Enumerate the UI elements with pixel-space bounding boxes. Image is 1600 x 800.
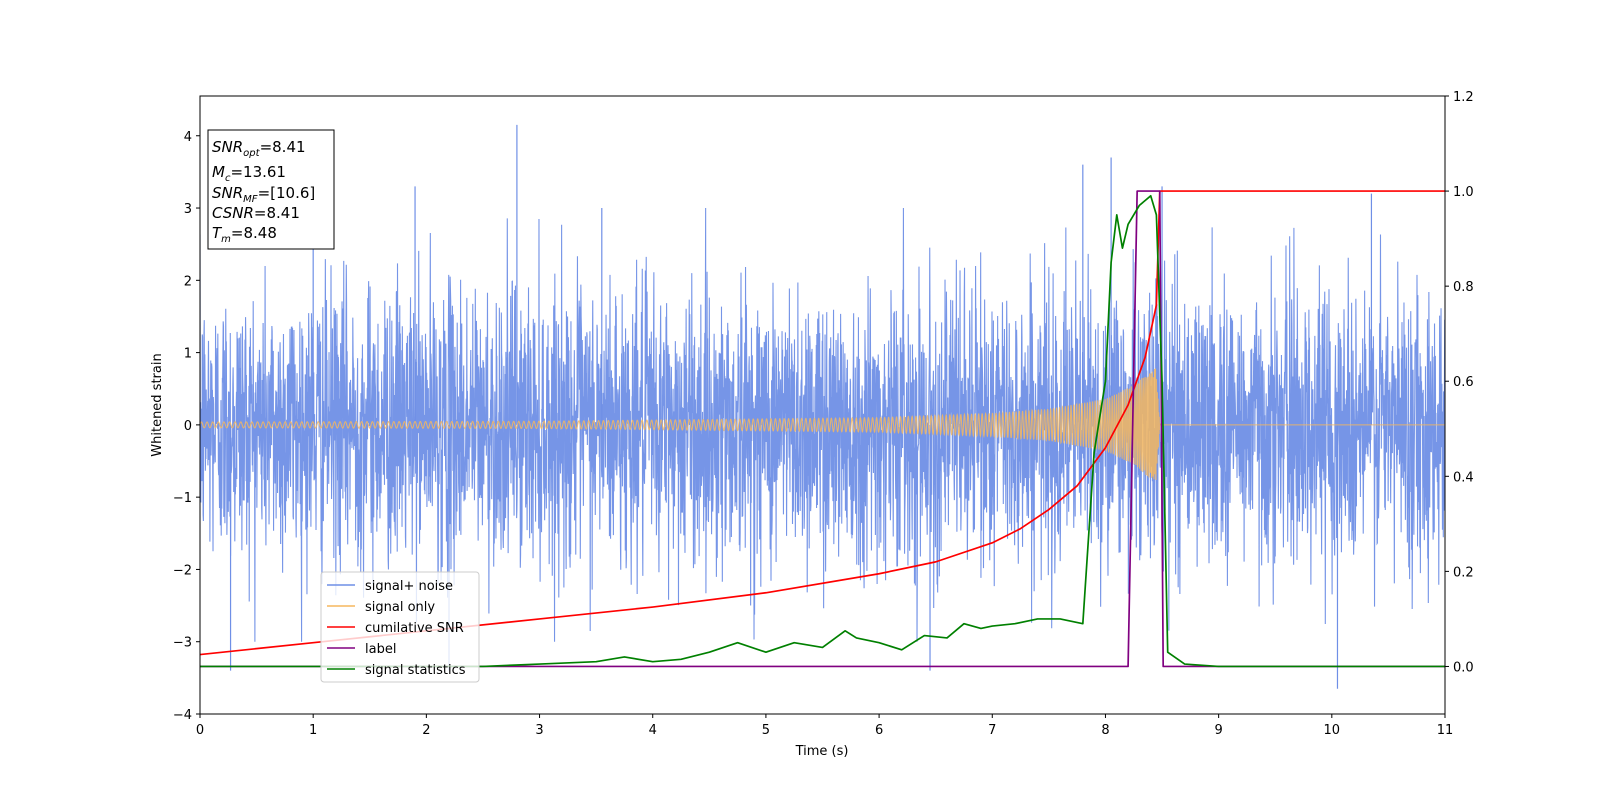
x-tick-label: 0 (196, 723, 204, 738)
x-tick-label: 10 (1324, 723, 1341, 738)
x-tick-label: 8 (1101, 723, 1109, 738)
legend-label-label: label (365, 642, 396, 657)
annotation-line-chirp-mass: Mc=13.61 (212, 163, 286, 184)
x-axis-ticks: 0 1 2 3 4 5 6 7 8 9 10 11 (196, 714, 1453, 738)
right-y-tick-label: 0.0 (1453, 660, 1474, 675)
right-y-tick-label: 1.0 (1453, 185, 1474, 200)
right-y-tick-label: 0.4 (1453, 470, 1474, 485)
plot-frame (199, 95, 1446, 715)
left-y-tick-label: 3 (184, 202, 192, 217)
right-y-axis-ticks: 0.0 0.2 0.4 0.6 0.8 1.0 1.2 (1445, 90, 1474, 675)
right-y-tick-label: 0.8 (1453, 280, 1474, 295)
series-signal-noise (200, 208, 1445, 642)
annotation-line-snr-mf: SNRMF=[10.6] (212, 184, 315, 205)
left-y-tick-label: 0 (184, 419, 192, 434)
x-tick-label: 7 (988, 723, 996, 738)
annotation-line-snr-opt: SNRopt=8.41 (212, 138, 306, 159)
annotation-line-merger-time: Tm=8.48 (212, 224, 277, 245)
x-tick-label: 1 (309, 723, 317, 738)
legend-label-signal-noise: signal+ noise (365, 579, 453, 594)
left-y-axis-label: Whitened strain (150, 353, 165, 456)
left-y-tick-label: −4 (173, 708, 192, 723)
x-tick-label: 9 (1214, 723, 1222, 738)
series-signal-only (200, 368, 1445, 480)
x-axis-label: Time (s) (795, 744, 849, 759)
x-tick-label: 4 (649, 723, 657, 738)
right-y-tick-label: 1.2 (1453, 90, 1474, 105)
legend-frame (320, 571, 480, 683)
annotation-line-csnr: CSNR=8.41 (212, 204, 300, 222)
legend-label-signal-statistics: signal statistics (365, 663, 466, 678)
left-y-tick-label: −2 (173, 563, 192, 578)
left-y-tick-label: −1 (173, 491, 192, 506)
x-tick-label: 6 (875, 723, 883, 738)
right-y-tick-label: 0.2 (1453, 565, 1474, 580)
left-y-tick-label: −3 (173, 636, 192, 651)
x-tick-label: 3 (535, 723, 543, 738)
x-tick-label: 11 (1437, 723, 1454, 738)
left-y-axis-ticks: −4 −3 −2 −1 0 1 2 3 4 (173, 130, 200, 723)
legend: signal+ noise signal only cumilative SNR… (320, 571, 480, 683)
left-y-tick-label: 4 (184, 130, 192, 145)
series-layer (200, 124, 1445, 689)
annotation-frame (207, 129, 335, 250)
x-tick-label: 5 (762, 723, 770, 738)
legend-label-cumulative-snr: cumilative SNR (365, 621, 464, 636)
series-signal-statistics (200, 194, 1445, 668)
annotation-box: SNRopt=8.41 Mc=13.61 SNRMF=[10.6] CSNR=8… (207, 129, 335, 250)
series-cumulative-snr (200, 190, 1445, 656)
left-y-tick-label: 1 (184, 347, 192, 362)
x-tick-label: 2 (422, 723, 430, 738)
legend-label-signal-only: signal only (365, 600, 435, 615)
right-y-tick-label: 0.6 (1453, 375, 1474, 390)
left-y-tick-label: 2 (184, 274, 192, 289)
